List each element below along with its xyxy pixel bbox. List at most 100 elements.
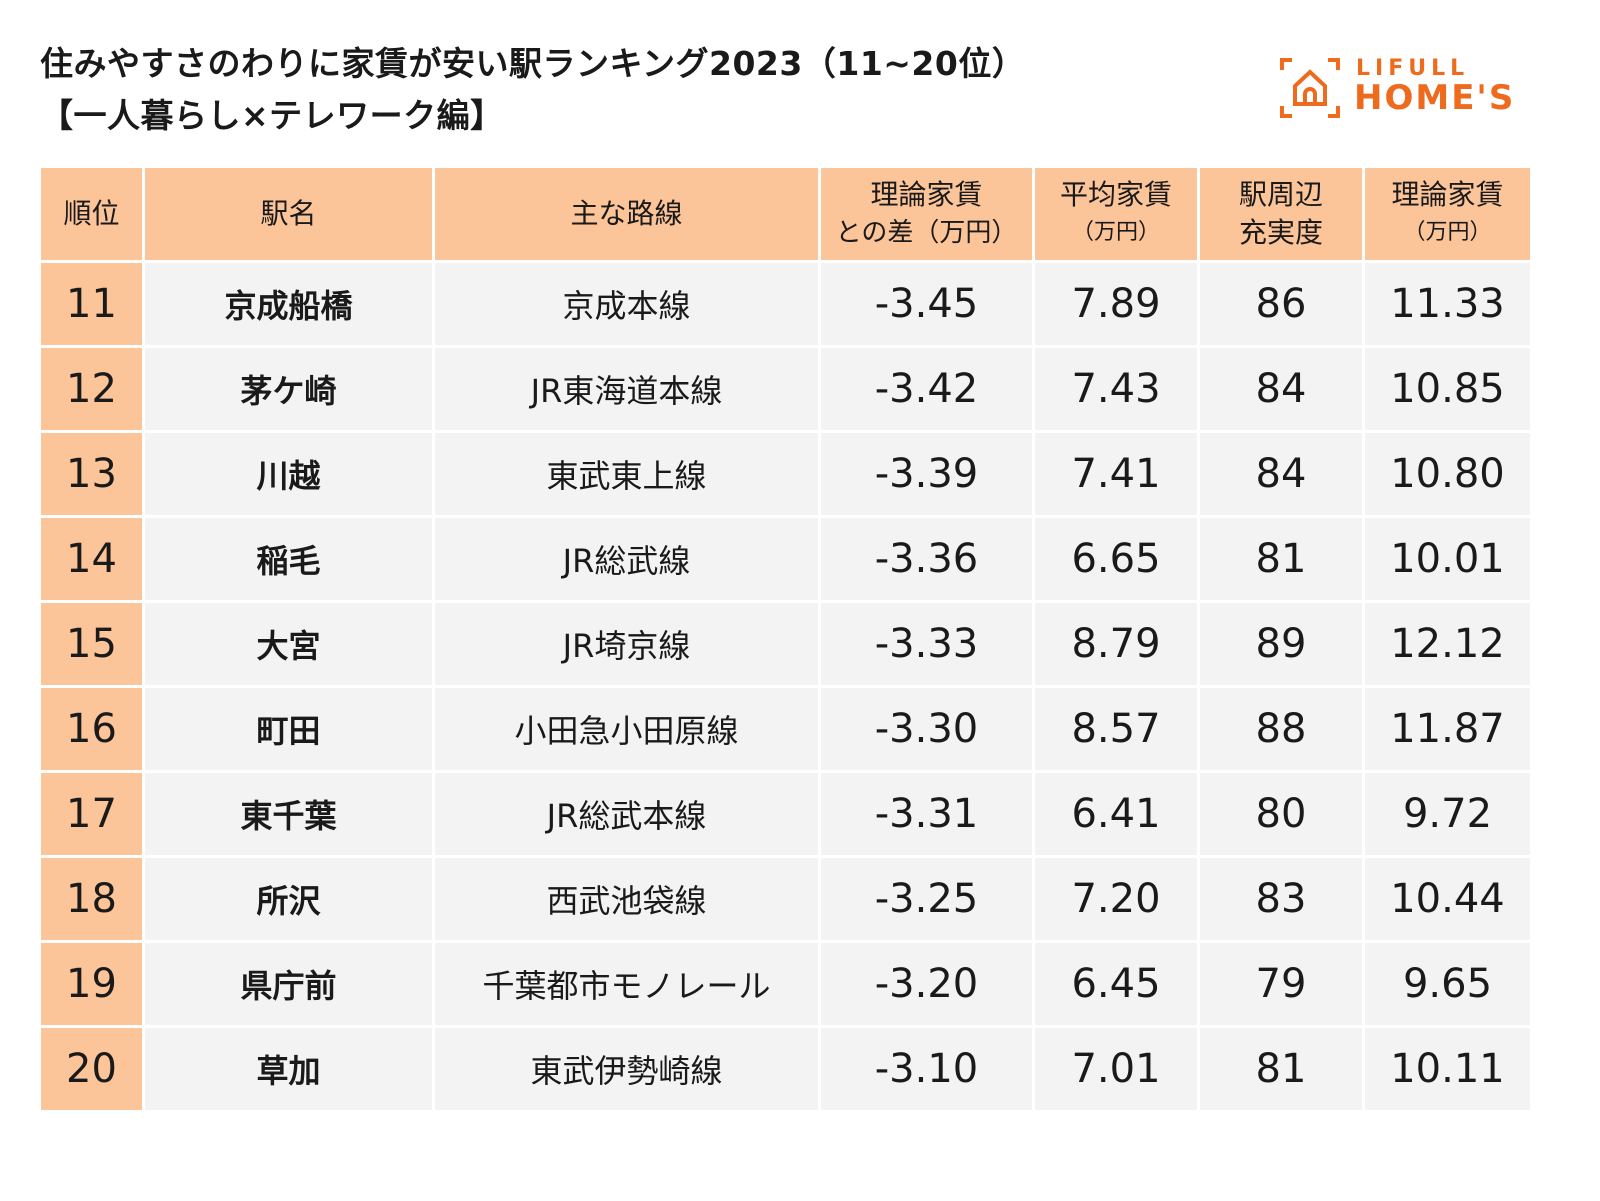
cell-amenity: 79 [1197,940,1365,1028]
table-row: 15 大宮 JR埼京線 -3.33 8.79 89 12.12 [38,600,1533,688]
cell-amenity: 83 [1197,855,1365,943]
column-header-line: 主な路線 [432,165,821,263]
cell-station: 東千葉 [142,770,435,858]
cell-station: 大宮 [142,600,435,688]
cell-amenity: 89 [1197,600,1365,688]
cell-theory-rent: 9.65 [1362,940,1533,1028]
header-text: （万円） [1403,220,1492,245]
cell-diff: -3.30 [818,685,1035,773]
header-text: 理論家賃 [870,178,983,211]
cell-rank: 18 [38,855,145,943]
cell-rank: 12 [38,345,145,433]
cell-line: JR埼京線 [432,600,821,688]
cell-theory-rent: 9.72 [1362,770,1533,858]
cell-line: 東武伊勢崎線 [432,1025,821,1113]
cell-rank: 15 [38,600,145,688]
table-row: 20 草加 東武伊勢崎線 -3.10 7.01 81 10.11 [38,1025,1533,1113]
logo-text-homes: HOME'S [1354,78,1516,118]
cell-avg-rent: 7.89 [1032,260,1200,348]
cell-theory-rent: 10.44 [1362,855,1533,943]
header-text: （万円） [1071,220,1160,245]
cell-station: 草加 [142,1025,435,1113]
cell-avg-rent: 6.65 [1032,515,1200,603]
header-text: 理論家賃 [1391,178,1504,211]
cell-line: 千葉都市モノレール [432,940,821,1028]
table-row: 16 町田 小田急小田原線 -3.30 8.57 88 11.87 [38,685,1533,773]
column-header-amenity: 駅周辺 充実度 [1197,165,1365,263]
cell-theory-rent: 10.01 [1362,515,1533,603]
cell-amenity: 84 [1197,345,1365,433]
cell-amenity: 81 [1197,1025,1365,1113]
ranking-table: 順位 駅名 主な路線 理論家賃 との差（万円） 平均家賃 （万円） 駅周辺 充実度 理論家賃 （万円… [38,165,1533,1113]
cell-theory-rent: 10.80 [1362,430,1533,518]
cell-line: 京成本線 [432,260,821,348]
table-row: 17 東千葉 JR総武本線 -3.31 6.41 80 9.72 [38,770,1533,858]
cell-line: JR東海道本線 [432,345,821,433]
cell-station: 茅ケ崎 [142,345,435,433]
cell-theory-rent: 10.85 [1362,345,1533,433]
cell-rank: 14 [38,515,145,603]
cell-diff: -3.36 [818,515,1035,603]
cell-line: JR総武線 [432,515,821,603]
cell-amenity: 84 [1197,430,1365,518]
table-row: 13 川越 東武東上線 -3.39 7.41 84 10.80 [38,430,1533,518]
cell-station: 所沢 [142,855,435,943]
cell-avg-rent: 7.01 [1032,1025,1200,1113]
cell-rank: 20 [38,1025,145,1113]
cell-diff: -3.33 [818,600,1035,688]
table-row: 19 県庁前 千葉都市モノレール -3.20 6.45 79 9.65 [38,940,1533,1028]
cell-station: 県庁前 [142,940,435,1028]
cell-avg-rent: 7.20 [1032,855,1200,943]
cell-station: 稲毛 [142,515,435,603]
logo-text-lifull: LIFULL [1356,56,1470,81]
cell-line: 西武池袋線 [432,855,821,943]
lifull-homes-logo: LIFULL HOME'S [1280,56,1530,118]
header-text: 充実度 [1238,216,1323,249]
header-text: 平均家賃 [1059,178,1172,211]
header-text: との差（万円） [835,218,1018,248]
cell-avg-rent: 8.79 [1032,600,1200,688]
header-text: 駅周辺 [1238,178,1323,211]
column-header-diff: 理論家賃との差（万円） [818,165,1035,263]
cell-avg-rent: 8.57 [1032,685,1200,773]
table-row: 12 茅ケ崎 JR東海道本線 -3.42 7.43 84 10.85 [38,345,1533,433]
cell-diff: -3.20 [818,940,1035,1028]
cell-line: 東武東上線 [432,430,821,518]
cell-line: 小田急小田原線 [432,685,821,773]
cell-rank: 17 [38,770,145,858]
cell-diff: -3.45 [818,260,1035,348]
cell-diff: -3.42 [818,345,1035,433]
table-row: 11 京成船橋 京成本線 -3.45 7.89 86 11.33 [38,260,1533,348]
cell-line: JR総武本線 [432,770,821,858]
cell-station: 町田 [142,685,435,773]
cell-amenity: 86 [1197,260,1365,348]
cell-diff: -3.39 [818,430,1035,518]
cell-rank: 16 [38,685,145,773]
cell-amenity: 81 [1197,515,1365,603]
table-row: 18 所沢 西武池袋線 -3.25 7.20 83 10.44 [38,855,1533,943]
cell-station: 京成船橋 [142,260,435,348]
title-line-1: 住みやすさのわりに家賃が安い駅ランキング2023（11~20位） [40,44,1026,83]
cell-avg-rent: 7.41 [1032,430,1200,518]
cell-rank: 11 [38,260,145,348]
column-header-rank: 順位 [38,165,145,263]
title-line-2: 【一人暮らし×テレワーク編】 [40,96,504,135]
cell-rank: 19 [38,940,145,1028]
table-row: 14 稲毛 JR総武線 -3.36 6.65 81 10.01 [38,515,1533,603]
cell-diff: -3.10 [818,1025,1035,1113]
cell-diff: -3.31 [818,770,1035,858]
header-text: 駅名 [260,197,317,230]
cell-theory-rent: 10.11 [1362,1025,1533,1113]
column-header-theory-rent: 理論家賃 （万円） [1362,165,1533,263]
house-frame-icon [1280,58,1340,118]
cell-amenity: 88 [1197,685,1365,773]
cell-diff: -3.25 [818,855,1035,943]
column-header-station: 駅名 [142,165,435,263]
table-header-row: 順位 駅名 主な路線 理論家賃 との差（万円） 平均家賃 （万円） 駅周辺 充実度 理論家賃 （万円… [38,165,1533,263]
header-text: 主な路線 [570,197,683,230]
header-text: 順位 [63,197,120,230]
cell-theory-rent: 12.12 [1362,600,1533,688]
cell-rank: 13 [38,430,145,518]
column-header-avg-rent: 平均家賃 （万円） [1032,165,1200,263]
cell-amenity: 80 [1197,770,1365,858]
